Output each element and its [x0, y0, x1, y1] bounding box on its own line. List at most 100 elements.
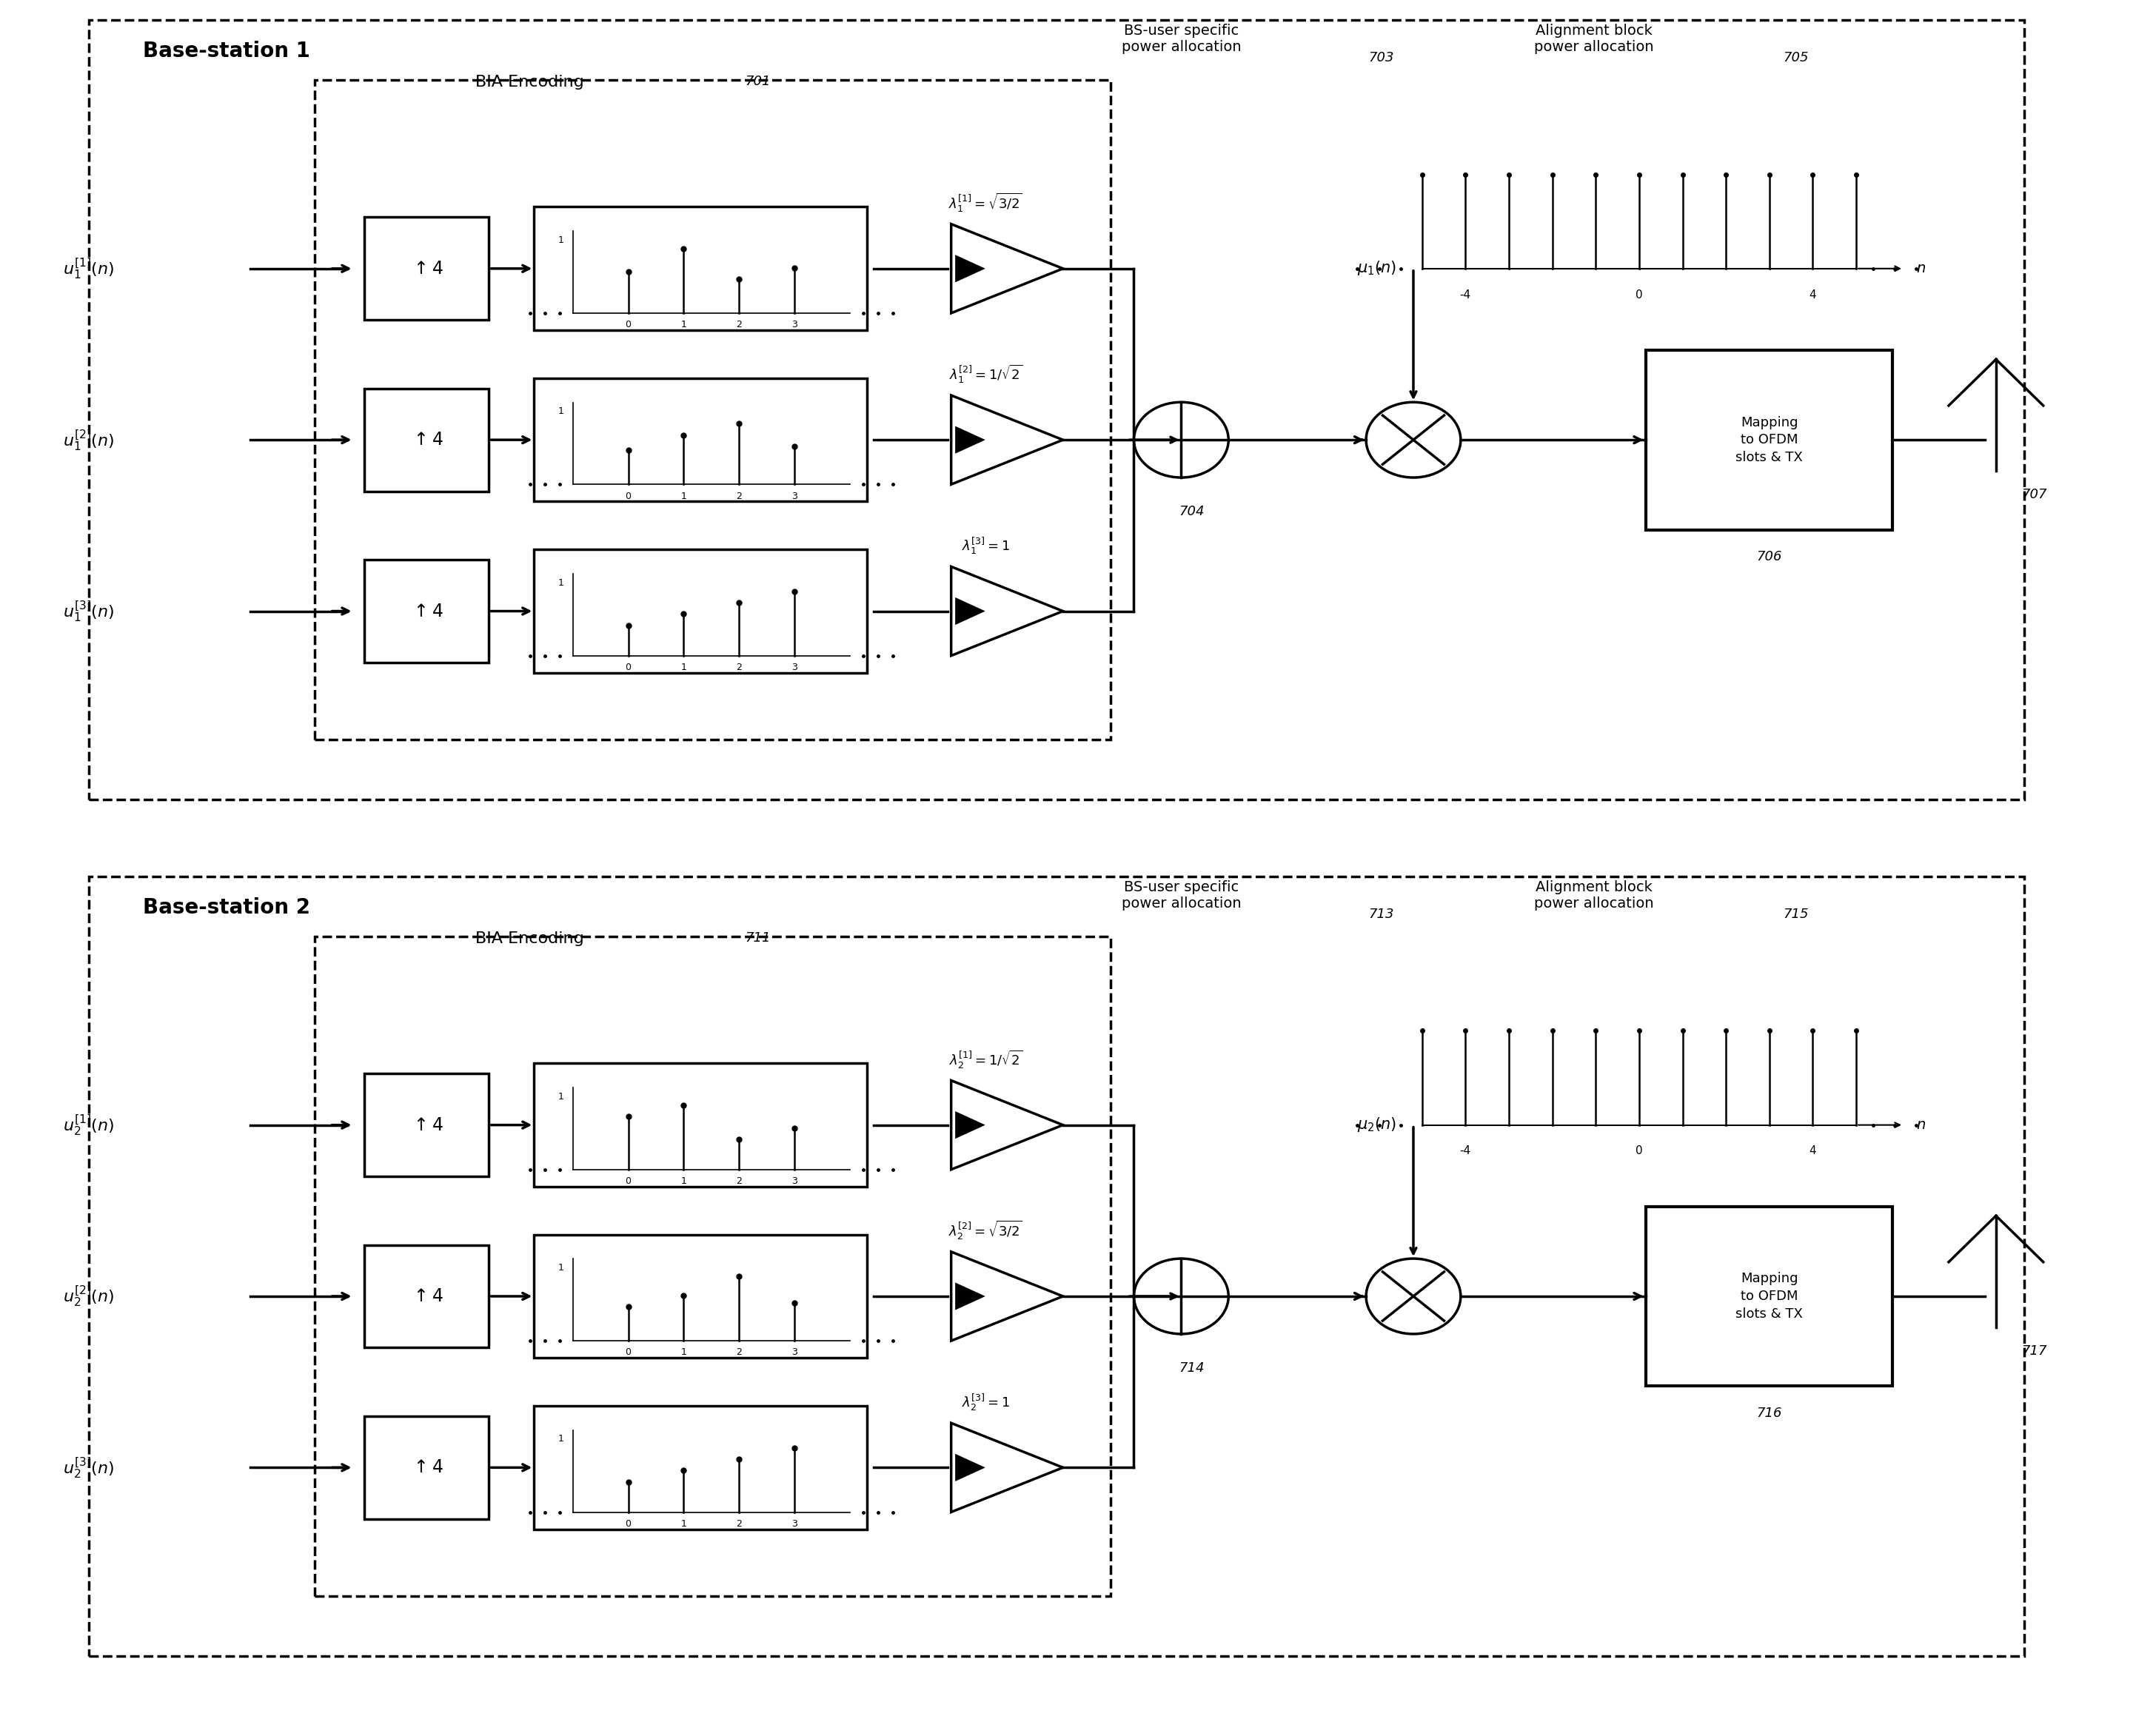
Text: 707: 707 — [2022, 488, 2048, 502]
Bar — [364, 388, 489, 492]
Text: 705: 705 — [1783, 52, 1809, 64]
Text: $u_1^{[3]}(n)$: $u_1^{[3]}(n)$ — [63, 598, 114, 624]
Text: Alignment block
power allocation: Alignment block power allocation — [1535, 880, 1654, 911]
Text: $\uparrow 4$: $\uparrow 4$ — [410, 1459, 444, 1477]
Text: 704: 704 — [1179, 505, 1205, 517]
Text: $u_2^{[3]}(n)$: $u_2^{[3]}(n)$ — [63, 1456, 114, 1480]
Text: $\uparrow 4$: $\uparrow 4$ — [410, 260, 444, 277]
Bar — [535, 550, 867, 672]
Text: 706: 706 — [1757, 550, 1783, 564]
Text: 713: 713 — [1369, 908, 1393, 921]
Text: 4: 4 — [1809, 1145, 1815, 1157]
Text: Alignment block
power allocation: Alignment block power allocation — [1535, 24, 1654, 53]
Bar — [1645, 1207, 1893, 1386]
Polygon shape — [955, 598, 985, 624]
Text: $\mu_2(n)$: $\mu_2(n)$ — [1356, 1116, 1397, 1133]
Text: Base-station 2: Base-station 2 — [142, 897, 310, 918]
Text: 0: 0 — [625, 1520, 632, 1528]
Text: $n$: $n$ — [1917, 261, 1925, 275]
Text: 703: 703 — [1369, 52, 1393, 64]
Bar — [364, 217, 489, 320]
Text: 701: 701 — [744, 76, 770, 88]
Text: $u_2^{[2]}(n)$: $u_2^{[2]}(n)$ — [63, 1284, 114, 1308]
Text: 0: 0 — [625, 662, 632, 672]
Text: $u_1^{[2]}(n)$: $u_1^{[2]}(n)$ — [63, 428, 114, 452]
Text: BS-user specific
power allocation: BS-user specific power allocation — [1121, 24, 1242, 53]
Text: 1: 1 — [681, 1348, 686, 1358]
Text: 1: 1 — [558, 1434, 565, 1444]
Text: 1: 1 — [681, 320, 686, 330]
Text: $\lambda_1^{[1]} = \sqrt{3/2}$: $\lambda_1^{[1]} = \sqrt{3/2}$ — [949, 191, 1022, 213]
Polygon shape — [955, 254, 985, 282]
Text: -4: -4 — [1460, 1145, 1470, 1157]
Polygon shape — [955, 1112, 985, 1138]
Text: 1: 1 — [558, 1263, 565, 1272]
Text: $u_2^{[1]}(n)$: $u_2^{[1]}(n)$ — [63, 1112, 114, 1138]
Text: BIA Encoding: BIA Encoding — [476, 932, 584, 945]
Text: 0: 0 — [1636, 1145, 1643, 1157]
Text: 2: 2 — [735, 1520, 742, 1528]
Text: 1: 1 — [558, 1092, 565, 1102]
Polygon shape — [955, 1282, 985, 1310]
Text: 3: 3 — [791, 320, 798, 330]
Bar — [535, 378, 867, 502]
Text: 3: 3 — [791, 1520, 798, 1528]
Text: 1: 1 — [681, 1176, 686, 1186]
Text: 1: 1 — [681, 492, 686, 500]
Text: 0: 0 — [625, 1348, 632, 1358]
Text: $\uparrow 4$: $\uparrow 4$ — [410, 602, 444, 621]
Polygon shape — [955, 1454, 985, 1480]
Bar — [315, 937, 1110, 1595]
Text: 0: 0 — [625, 320, 632, 330]
Text: 711: 711 — [744, 932, 770, 945]
Text: 2: 2 — [735, 1176, 742, 1186]
Bar — [88, 877, 2024, 1655]
Text: 0: 0 — [1636, 289, 1643, 301]
Text: 3: 3 — [791, 1348, 798, 1358]
Text: BIA Encoding: BIA Encoding — [476, 76, 584, 89]
Text: 1: 1 — [558, 578, 565, 588]
Text: 2: 2 — [735, 320, 742, 330]
Text: 1: 1 — [681, 1520, 686, 1528]
Text: 1: 1 — [558, 406, 565, 416]
Text: $n$: $n$ — [1917, 1117, 1925, 1133]
Text: Mapping
to OFDM
slots & TX: Mapping to OFDM slots & TX — [1736, 1272, 1802, 1320]
Text: $\lambda_2^{[1]} = 1/\sqrt{2}$: $\lambda_2^{[1]} = 1/\sqrt{2}$ — [949, 1049, 1022, 1071]
Bar — [364, 1245, 489, 1348]
Bar — [535, 206, 867, 330]
Bar — [364, 1074, 489, 1176]
Text: $\lambda_2^{[2]} = \sqrt{3/2}$: $\lambda_2^{[2]} = \sqrt{3/2}$ — [949, 1219, 1022, 1241]
Text: Base-station 1: Base-station 1 — [142, 41, 310, 62]
Bar — [364, 560, 489, 662]
Text: Mapping
to OFDM
slots & TX: Mapping to OFDM slots & TX — [1736, 416, 1802, 464]
Text: 716: 716 — [1757, 1406, 1783, 1420]
Bar — [364, 1416, 489, 1520]
Bar — [535, 1406, 867, 1530]
Text: 0: 0 — [625, 492, 632, 500]
Text: $\lambda_1^{[2]} = 1/\sqrt{2}$: $\lambda_1^{[2]} = 1/\sqrt{2}$ — [949, 363, 1022, 385]
Bar — [535, 1064, 867, 1186]
Text: 2: 2 — [735, 1348, 742, 1358]
Text: 715: 715 — [1783, 908, 1809, 921]
Text: 1: 1 — [681, 662, 686, 672]
Text: 4: 4 — [1809, 289, 1815, 301]
Text: 2: 2 — [735, 662, 742, 672]
Text: $\uparrow 4$: $\uparrow 4$ — [410, 1116, 444, 1135]
Text: $u_1^{[1]}(n)$: $u_1^{[1]}(n)$ — [63, 256, 114, 280]
Text: 3: 3 — [791, 662, 798, 672]
Text: 3: 3 — [791, 492, 798, 500]
Text: -4: -4 — [1460, 289, 1470, 301]
Text: $\uparrow 4$: $\uparrow 4$ — [410, 1288, 444, 1305]
Text: 0: 0 — [625, 1176, 632, 1186]
Bar — [315, 81, 1110, 739]
Text: $\lambda_2^{[3]} = 1$: $\lambda_2^{[3]} = 1$ — [962, 1392, 1009, 1413]
Text: 3: 3 — [791, 1176, 798, 1186]
Text: BS-user specific
power allocation: BS-user specific power allocation — [1121, 880, 1242, 911]
Text: 1: 1 — [558, 236, 565, 244]
Polygon shape — [955, 426, 985, 454]
Text: $\lambda_1^{[3]} = 1$: $\lambda_1^{[3]} = 1$ — [962, 536, 1009, 557]
Text: 717: 717 — [2022, 1344, 2048, 1358]
Bar — [88, 21, 2024, 799]
Bar — [535, 1234, 867, 1358]
Text: 2: 2 — [735, 492, 742, 500]
